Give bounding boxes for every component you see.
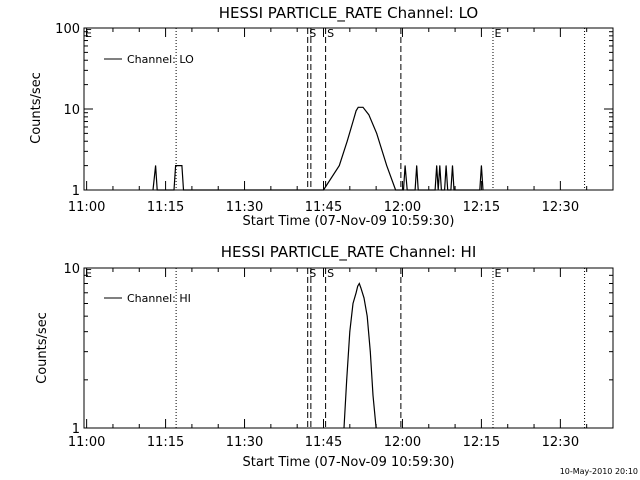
event-marker-label: E: [85, 27, 92, 40]
x-tick-label: 11:00: [68, 200, 105, 215]
y-tick-label: 10: [63, 262, 80, 277]
x-tick-label: 11:00: [68, 435, 105, 450]
plot-frame: [83, 267, 614, 429]
data-point: [349, 331, 351, 333]
data-point: [481, 165, 482, 167]
data-point: [155, 165, 157, 167]
event-marker-label: S: [309, 267, 316, 280]
data-point: [453, 189, 455, 191]
data-point: [452, 165, 453, 167]
series-line: [152, 106, 484, 191]
x-axis-label: Start Time (07-Nov-09 10:59:30): [243, 455, 455, 470]
event-marker-label: E: [495, 267, 502, 280]
data-point: [436, 165, 438, 167]
y-tick-label: 100: [55, 22, 80, 37]
data-point: [357, 285, 359, 287]
data-point: [352, 121, 354, 122]
data-point: [368, 114, 370, 116]
data-point: [175, 165, 177, 167]
y-tick-label: 10: [63, 103, 80, 118]
data-point: [352, 303, 354, 304]
y-tick-label: 1: [72, 422, 80, 437]
footer-timestamp: 10-May-2010 20:10: [560, 467, 638, 476]
data-point: [178, 165, 180, 167]
data-point: [323, 189, 324, 191]
data-point: [156, 189, 158, 191]
data-point: [363, 297, 365, 299]
data-point: [403, 189, 404, 191]
x-tick-label: 11:45: [305, 200, 342, 215]
data-point: [358, 283, 360, 284]
chart-title: HESSI PARTICLE_RATE Channel: LO: [219, 4, 478, 23]
x-tick-label: 12:00: [384, 435, 421, 450]
x-tick-label: 12:30: [542, 435, 579, 450]
data-point: [346, 379, 348, 381]
data-point: [404, 165, 406, 167]
x-tick-label: 12:00: [384, 200, 421, 215]
event-marker-label: E: [85, 267, 92, 280]
data-point: [366, 315, 368, 317]
legend-label: Channel: HI: [127, 292, 191, 305]
data-point: [417, 189, 419, 191]
data-point: [441, 189, 442, 191]
data-point: [173, 189, 175, 191]
data-point: [376, 133, 378, 134]
data-point: [355, 110, 357, 112]
data-point: [372, 394, 374, 396]
series-line: [343, 282, 377, 429]
data-point: [414, 189, 416, 191]
event-marker-label: S: [309, 27, 316, 40]
x-tick-label: 11:30: [226, 200, 263, 215]
chart-panel-lo: HESSI PARTICLE_RATE Channel: LO 11:00 11:1…: [29, 4, 614, 229]
data-point: [447, 189, 449, 191]
data-point: [343, 427, 345, 429]
data-point: [355, 292, 357, 294]
data-point: [346, 140, 348, 142]
data-point: [406, 189, 408, 191]
x-tick-label: 11:45: [305, 435, 342, 450]
chart-panel-hi: HESSI PARTICLE_RATE Channel: HI 11:00 11:1…: [35, 243, 614, 470]
data-point: [482, 189, 484, 191]
x-axis-label: Start Time (07-Nov-09 10:59:30): [243, 214, 455, 229]
data-point: [360, 287, 362, 289]
data-point: [369, 351, 371, 353]
data-point: [386, 165, 388, 167]
event-marker-label: E: [495, 27, 502, 40]
data-point: [416, 165, 418, 167]
data-point: [338, 165, 340, 167]
x-tick-label: 12:15: [463, 200, 500, 215]
x-tick-label: 11:30: [226, 435, 263, 450]
data-point: [450, 189, 452, 191]
data-point: [362, 106, 364, 108]
y-tick-label: 1: [72, 184, 80, 199]
x-tick-label: 12:15: [463, 435, 500, 450]
data-point: [181, 165, 183, 167]
data-point: [445, 165, 447, 167]
data-point: [375, 427, 377, 429]
event-marker-label: S: [327, 27, 334, 40]
legend-label: Channel: LO: [127, 53, 194, 66]
data-point: [357, 106, 359, 108]
y-axis-label: Counts/sec: [29, 72, 44, 144]
x-tick-label: 12:30: [542, 200, 579, 215]
y-axis-label: Counts/sec: [35, 312, 50, 384]
data-point: [183, 189, 184, 191]
data-point: [152, 189, 154, 191]
chart-title: HESSI PARTICLE_RATE Channel: HI: [221, 243, 477, 262]
x-tick-label: 11:15: [147, 435, 184, 450]
event-marker-label: S: [327, 267, 334, 280]
data-point: [434, 189, 436, 191]
data-point: [444, 189, 445, 191]
data-point: [479, 189, 481, 191]
data-point: [439, 165, 441, 167]
data-point: [395, 189, 396, 191]
data-point: [437, 189, 439, 191]
x-tick-label: 11:15: [147, 200, 184, 215]
